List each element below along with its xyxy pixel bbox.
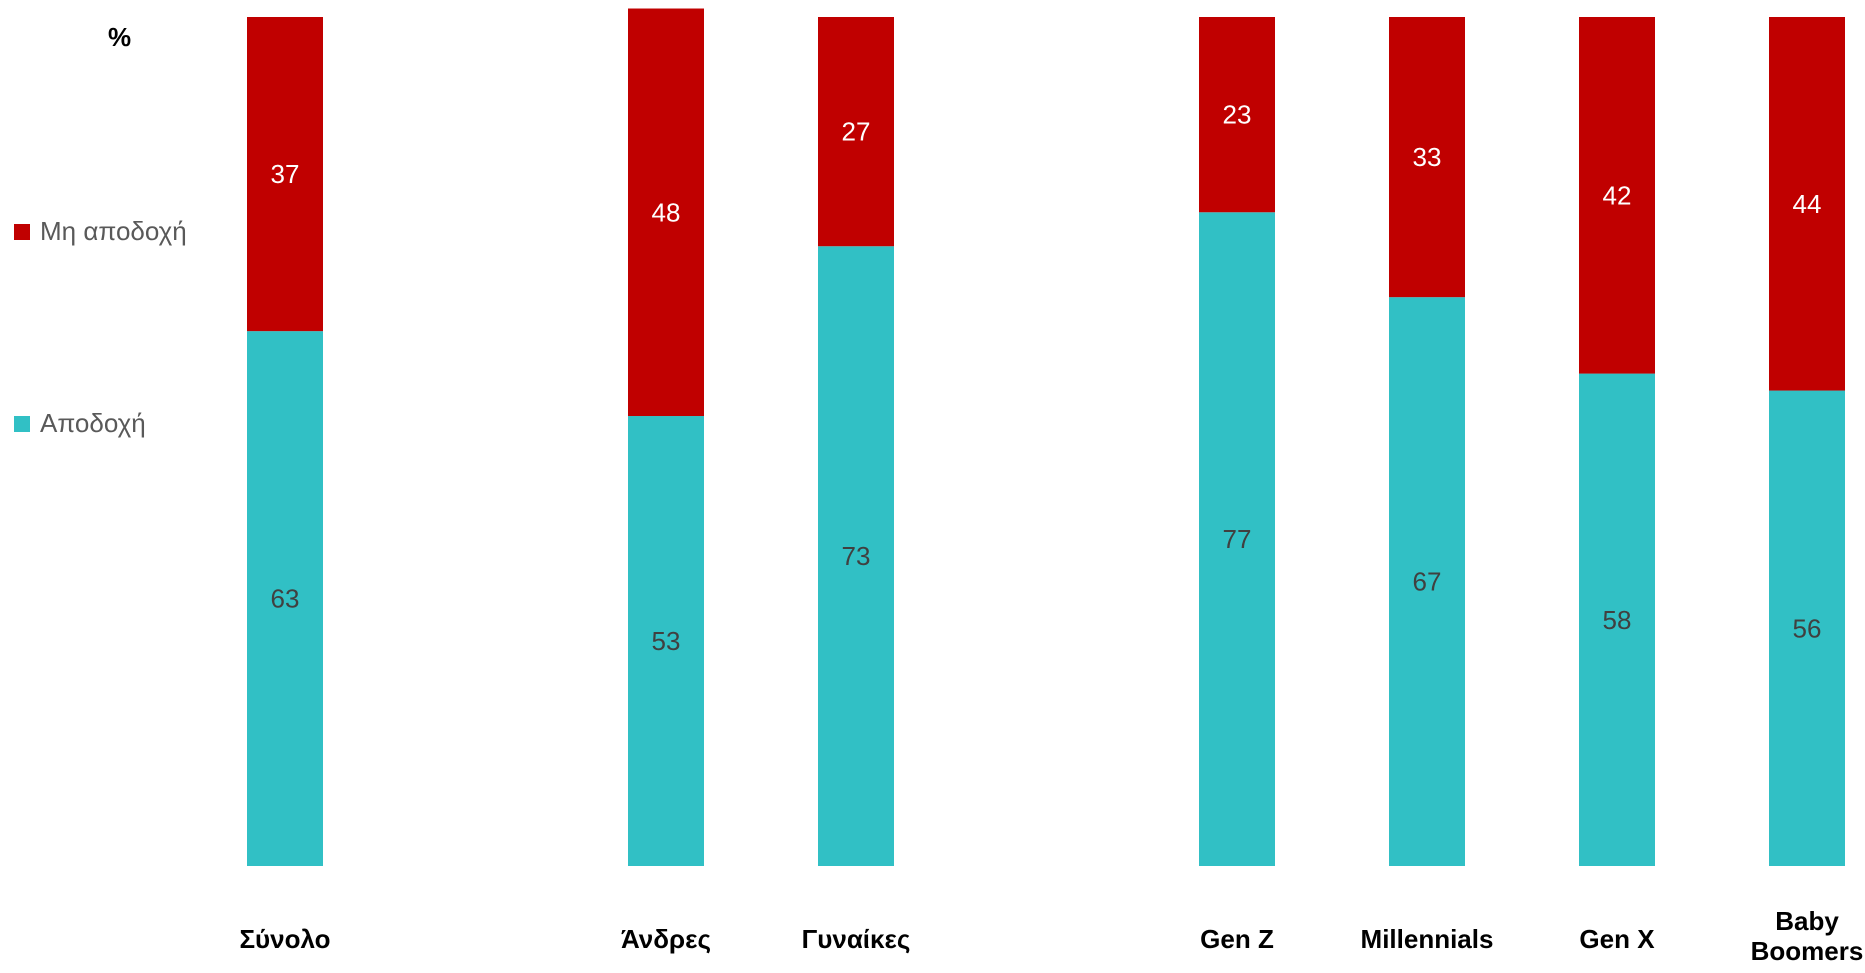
bar-acceptance-3 (1199, 212, 1275, 866)
data-label-acceptance-5: 58 (1603, 605, 1632, 635)
data-label-acceptance-2: 73 (842, 541, 871, 571)
data-label-non-acceptance-4: 33 (1413, 142, 1442, 172)
category-label-6: Baby Boomers (1750, 906, 1864, 966)
data-label-acceptance-1: 53 (652, 626, 681, 656)
category-label-4: Millennials (1360, 924, 1494, 954)
data-label-acceptance-0: 63 (271, 584, 300, 614)
data-label-non-acceptance-6: 44 (1793, 189, 1822, 219)
legend-item-acceptance: Αποδοχή (14, 408, 146, 439)
category-label-3: Gen Z (1200, 924, 1274, 954)
bar-acceptance-5 (1579, 373, 1655, 866)
data-label-acceptance-4: 67 (1413, 567, 1442, 597)
legend-swatch-non-acceptance (14, 223, 30, 240)
bar-acceptance-6 (1769, 390, 1845, 866)
data-label-non-acceptance-3: 23 (1223, 100, 1252, 130)
bar-non-acceptance-2 (818, 17, 894, 247)
category-label-5: Gen X (1579, 924, 1655, 954)
legend-swatch-acceptance (14, 415, 30, 432)
bar-acceptance-1 (628, 416, 704, 866)
bar-non-acceptance-3 (1199, 17, 1275, 213)
bar-non-acceptance-1 (628, 8, 704, 417)
category-label-0: Σύνολο (239, 924, 331, 954)
bar-non-acceptance-4 (1389, 17, 1465, 298)
data-label-non-acceptance-1: 48 (652, 197, 681, 227)
data-label-acceptance-6: 56 (1793, 613, 1822, 643)
legend-item-non-acceptance: Μη αποδοχή (14, 216, 187, 247)
bar-non-acceptance-6 (1769, 17, 1845, 391)
data-label-non-acceptance-2: 27 (842, 117, 871, 147)
category-label-1: Άνδρες (621, 924, 711, 954)
bar-acceptance-4 (1389, 297, 1465, 866)
legend-label-acceptance: Αποδοχή (40, 408, 146, 438)
bar-non-acceptance-0 (247, 17, 323, 332)
data-label-non-acceptance-0: 37 (271, 159, 300, 189)
data-label-acceptance-3: 77 (1223, 524, 1252, 554)
bar-acceptance-2 (818, 246, 894, 867)
unit-label: % (108, 22, 132, 52)
category-label-2: Γυναίκες (801, 924, 911, 954)
bar-acceptance-0 (247, 331, 323, 866)
legend-label-non-acceptance: Μη αποδοχή (40, 216, 187, 246)
bar-non-acceptance-5 (1579, 17, 1655, 374)
data-label-non-acceptance-5: 42 (1603, 180, 1632, 210)
